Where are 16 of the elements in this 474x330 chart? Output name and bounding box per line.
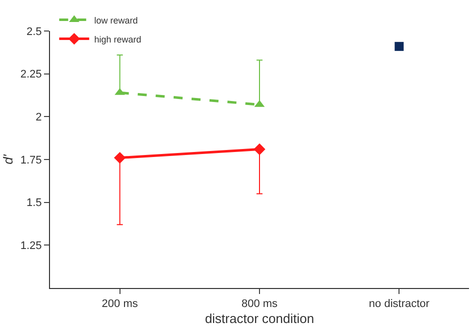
point — [114, 152, 126, 164]
y-tick-label: 2.25 — [20, 68, 42, 81]
y-axis-title: d' — [0, 154, 16, 164]
y-tick-label: 1.25 — [20, 240, 42, 252]
y-tick-label: 1.75 — [20, 154, 42, 166]
x-tick-label: 800 ms — [241, 298, 278, 310]
point — [394, 42, 404, 51]
y-tick-label: 2 — [36, 112, 42, 124]
x-tick-label: no distractor — [368, 298, 430, 310]
x-tick-label: 200 ms — [102, 298, 138, 310]
x-axis-title: distractor condition — [204, 310, 314, 326]
y-tick-label: 1.5 — [26, 197, 42, 210]
legend-label: high reward — [94, 34, 142, 44]
point — [254, 143, 266, 156]
legend-label: low reward — [94, 15, 138, 26]
y-tick-label: 2.5 — [26, 26, 42, 38]
